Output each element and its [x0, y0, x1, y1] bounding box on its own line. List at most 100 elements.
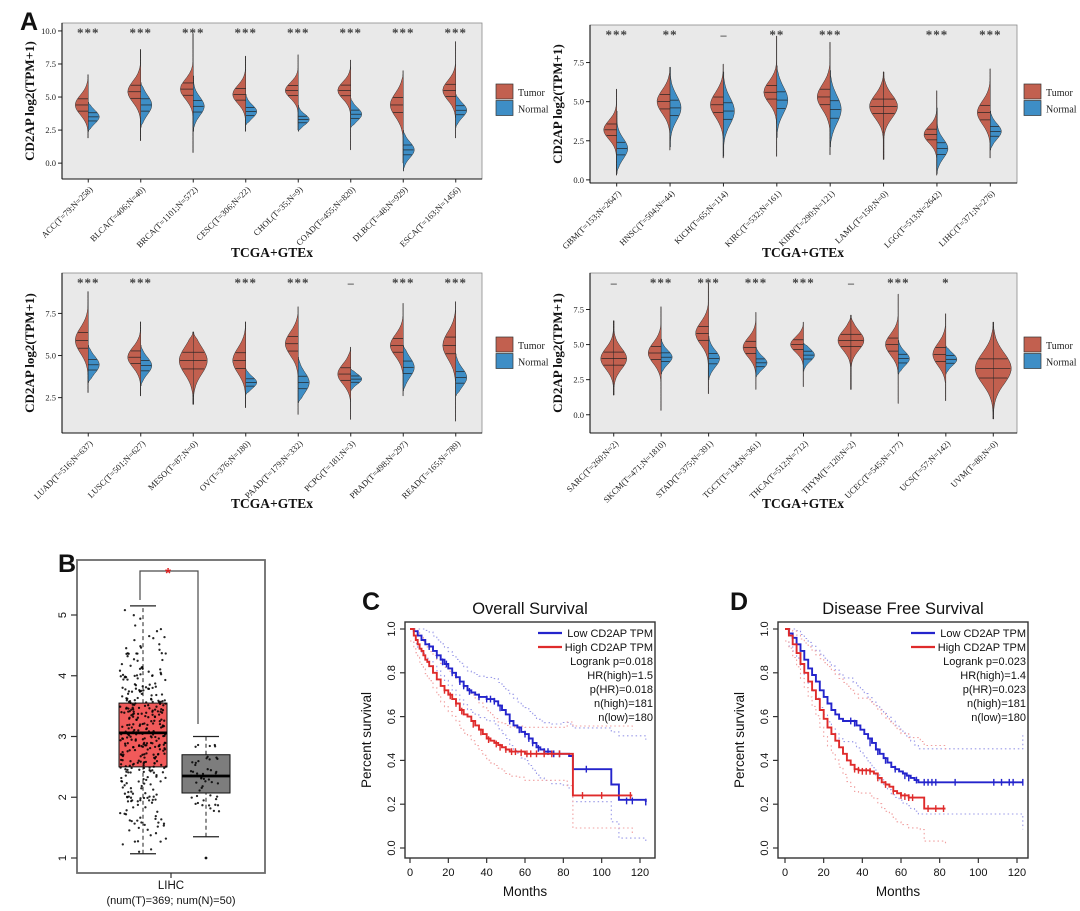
x-tick-label: 100: [969, 867, 987, 879]
violin3-x-axis-title: TCGA+GTEx: [231, 496, 313, 511]
plot-background: [589, 24, 1018, 184]
x-tick-label: CHOL(T=35;N=9): [251, 184, 305, 238]
violin-tumor-shape: [695, 282, 709, 394]
violin-normal-shape: [803, 342, 815, 372]
y-tick-label: 0.4: [759, 753, 771, 768]
violin-group: [742, 312, 768, 390]
nlow-stat: n(low)=180: [971, 712, 1026, 724]
violin-group: [232, 321, 258, 408]
significance-marker: ***: [235, 275, 258, 290]
violin-normal-shape: [669, 66, 682, 148]
x-tick-label: 40: [856, 867, 868, 879]
y-tick-label: 2.5: [573, 375, 584, 385]
violin-tumor-shape: [817, 41, 831, 156]
y-tick-label: 0.4: [386, 753, 398, 768]
dfs-title: Disease Free Survival: [822, 600, 983, 618]
ci-lower-curve: [785, 640, 1024, 830]
boxplot-layer: 1 2 3 4 5: [57, 559, 266, 878]
y-tick-label: 0.0: [386, 840, 398, 855]
y-tick-label: 0.0: [573, 175, 584, 185]
violin-tumor-shape: [710, 63, 724, 159]
significance-marker: –: [347, 276, 355, 290]
y-tick-label: 1: [57, 855, 69, 861]
violin-group: [390, 303, 415, 397]
significance-marker: ***: [130, 25, 153, 40]
violin-normal-shape: [755, 347, 768, 378]
violin-normal-shape: [776, 65, 789, 138]
violin-group: [869, 71, 898, 160]
y-tick-label: 10.0: [41, 26, 56, 36]
y-tick-label: 1.0: [386, 621, 398, 636]
y-tick-label: 0.8: [759, 665, 771, 680]
violin-group: [180, 33, 205, 153]
violin-tumor-shape: [742, 312, 757, 390]
violin-group: [923, 90, 949, 176]
x-tick-label: LAML(T=150;N=0): [833, 188, 890, 245]
violin-tumor-shape: [977, 68, 991, 159]
box-normal: [181, 735, 231, 860]
significance-marker: ***: [392, 275, 415, 290]
km-panel-os: 0 20 40 60 80 100 120 0.0 0.2 0.4 0.6 0.8 1.0: [386, 621, 656, 879]
significance-marker: ***: [792, 275, 815, 290]
y-tick-label: 7.5: [573, 58, 584, 68]
y-tick-label: 0.8: [386, 665, 398, 680]
x-tick-label: ESCA(T=163;N=1456): [398, 184, 463, 249]
significance-marker: ***: [445, 25, 468, 40]
violin-panel-2: 0.0 2.5 5.0 7.5 *** GBM(T=153;N=2647) ** HNSC(T…: [560, 24, 1018, 251]
violin-group: [390, 70, 415, 172]
x-tick-label: LIHC(T=371;N=276): [937, 188, 997, 248]
significance-marker: ***: [287, 275, 310, 290]
significance-marker: ***: [392, 25, 415, 40]
plot-border: [76, 559, 266, 874]
violin-tumor-shape: [600, 320, 614, 396]
os-title: Overall Survival: [472, 600, 588, 618]
outlier-point: [204, 856, 208, 860]
significance-marker: ***: [979, 27, 1002, 42]
violin-tumor-shape: [337, 346, 351, 420]
violin-group: [442, 41, 467, 139]
y-tick-label: 1.0: [759, 621, 771, 636]
normal-swatch: [1023, 353, 1042, 369]
high-legend-label: High CD2AP TPM: [938, 642, 1026, 654]
tumor-swatch: [1023, 83, 1042, 100]
y-tick-label: 7.5: [45, 308, 56, 318]
dfs-y-axis-label: Percent survival: [732, 692, 747, 788]
ci-lower-curve: [410, 640, 633, 836]
violin-group: [127, 49, 153, 141]
survival-curves-layer: 0 20 40 60 80 100 120 0.0 0.2 0.4 0.6 0.8 1.0 0 20 40 60…: [386, 621, 1029, 879]
significance-marker: ***: [697, 275, 720, 290]
significance-bracket: [139, 570, 199, 724]
violin-tumor-shape: [883, 71, 898, 160]
violin-tumor-shape: [127, 321, 141, 397]
logrank-stat: Logrank p=0.023: [943, 656, 1026, 668]
logrank-stat: Logrank p=0.018: [570, 656, 653, 668]
boxplot-x-label: LIHC: [158, 880, 184, 892]
violin-normal-shape: [708, 335, 720, 380]
violin-normal-shape: [936, 107, 949, 174]
violin-group: [763, 35, 789, 157]
violin-tumor-shape: [442, 301, 456, 422]
censor-ticks-high: [443, 686, 632, 799]
x-tick-label: PCPG(T=181;N=3): [302, 438, 357, 493]
violin-group: [600, 320, 627, 396]
violin-normal-shape: [403, 129, 415, 172]
y-tick-label: 2: [57, 794, 69, 800]
significance-marker: ***: [445, 275, 468, 290]
violin-tumor-shape: [648, 306, 662, 411]
violin-tumor-shape: [613, 320, 627, 396]
normal-swatch: [495, 100, 514, 116]
ci-lower-curve: [785, 640, 947, 845]
tumor-swatch: [1023, 336, 1042, 353]
violin-group: [695, 282, 720, 394]
panel-c-label: C: [362, 588, 380, 616]
significance-marker: ***: [287, 25, 310, 40]
violin-normal-shape: [245, 94, 257, 126]
violin3-y-axis-label: CD2AP log2(TPM+1): [22, 293, 37, 413]
x-tick-label: 0: [407, 867, 413, 879]
violin-group: [885, 293, 910, 404]
x-tick-label: KIRC(T=532;N=161): [723, 188, 784, 249]
km-curve-low: [785, 628, 1023, 784]
tumor-legend-label: Tumor: [1046, 341, 1074, 352]
violin-group: [127, 321, 153, 397]
